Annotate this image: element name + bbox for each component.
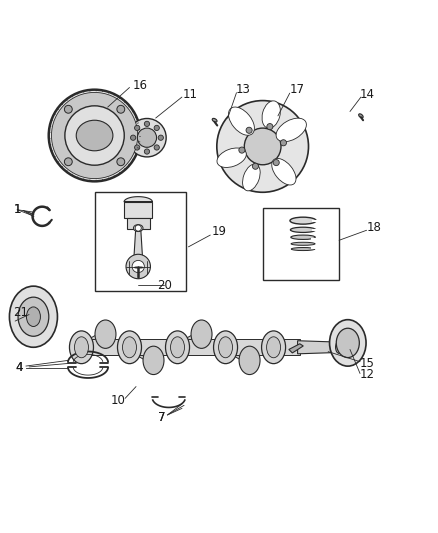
Polygon shape	[297, 341, 337, 354]
Ellipse shape	[212, 118, 217, 122]
Circle shape	[154, 145, 159, 150]
Text: 14: 14	[360, 87, 375, 101]
Circle shape	[239, 147, 245, 153]
Text: 19: 19	[212, 225, 226, 238]
Ellipse shape	[74, 337, 88, 358]
Ellipse shape	[336, 341, 343, 353]
Circle shape	[117, 158, 125, 166]
Circle shape	[145, 149, 150, 154]
FancyBboxPatch shape	[64, 317, 326, 374]
Ellipse shape	[117, 331, 141, 364]
Ellipse shape	[267, 337, 281, 358]
Ellipse shape	[166, 331, 190, 364]
Ellipse shape	[70, 331, 93, 364]
Text: 13: 13	[236, 83, 251, 96]
Circle shape	[158, 135, 163, 140]
Circle shape	[217, 101, 308, 192]
Ellipse shape	[76, 120, 113, 151]
Circle shape	[126, 254, 150, 279]
Circle shape	[134, 145, 140, 150]
Circle shape	[135, 225, 141, 231]
Polygon shape	[74, 334, 113, 348]
Ellipse shape	[291, 235, 315, 239]
Circle shape	[273, 159, 279, 166]
Polygon shape	[170, 334, 209, 348]
Ellipse shape	[272, 158, 296, 185]
Circle shape	[117, 106, 125, 113]
Circle shape	[49, 90, 141, 181]
Text: 20: 20	[157, 279, 172, 292]
Polygon shape	[218, 348, 258, 360]
Circle shape	[145, 121, 150, 126]
Circle shape	[132, 261, 145, 272]
Text: 4: 4	[15, 361, 23, 374]
Ellipse shape	[261, 331, 286, 364]
Ellipse shape	[229, 107, 254, 135]
Ellipse shape	[217, 148, 246, 167]
Text: 1: 1	[14, 203, 21, 216]
Circle shape	[65, 106, 124, 165]
Circle shape	[138, 128, 156, 147]
Circle shape	[267, 124, 273, 130]
Ellipse shape	[219, 337, 233, 358]
Circle shape	[246, 127, 252, 133]
Text: 16: 16	[133, 79, 148, 92]
Text: 17: 17	[290, 83, 305, 96]
Ellipse shape	[143, 346, 164, 375]
Polygon shape	[134, 230, 143, 259]
Ellipse shape	[290, 217, 316, 224]
Circle shape	[64, 106, 72, 113]
Circle shape	[131, 135, 136, 140]
Ellipse shape	[95, 320, 116, 349]
Ellipse shape	[276, 118, 307, 142]
Text: 21: 21	[13, 306, 28, 319]
Text: 12: 12	[360, 368, 375, 381]
Ellipse shape	[170, 337, 184, 358]
Ellipse shape	[123, 337, 137, 358]
Text: 7: 7	[159, 410, 166, 424]
Ellipse shape	[359, 114, 363, 118]
Ellipse shape	[291, 247, 315, 251]
Text: 4: 4	[15, 361, 23, 374]
Text: 11: 11	[183, 87, 198, 101]
Ellipse shape	[10, 286, 57, 348]
Ellipse shape	[336, 328, 359, 358]
Ellipse shape	[191, 320, 212, 349]
Polygon shape	[122, 348, 161, 360]
Circle shape	[64, 158, 72, 166]
Circle shape	[280, 140, 286, 146]
Polygon shape	[124, 197, 152, 202]
Bar	[127, 217, 150, 229]
Ellipse shape	[290, 227, 316, 232]
Ellipse shape	[26, 307, 40, 327]
Text: 1: 1	[14, 203, 21, 216]
Circle shape	[52, 92, 138, 179]
Circle shape	[134, 125, 140, 131]
Circle shape	[244, 128, 281, 165]
Circle shape	[154, 125, 159, 131]
Circle shape	[252, 163, 258, 169]
Ellipse shape	[329, 320, 366, 366]
Bar	[263, 207, 339, 280]
Circle shape	[128, 118, 166, 157]
Ellipse shape	[291, 243, 315, 245]
Bar	[95, 192, 186, 290]
Bar	[124, 202, 152, 219]
Ellipse shape	[239, 346, 260, 375]
Ellipse shape	[214, 331, 237, 364]
Ellipse shape	[262, 101, 280, 128]
Text: 10: 10	[111, 394, 126, 407]
Text: 7: 7	[159, 410, 166, 424]
Ellipse shape	[134, 224, 143, 231]
Polygon shape	[289, 344, 303, 353]
Ellipse shape	[243, 164, 260, 191]
Ellipse shape	[18, 297, 49, 336]
Text: 18: 18	[367, 221, 381, 233]
Bar	[73, 340, 300, 355]
Text: 15: 15	[360, 357, 375, 370]
